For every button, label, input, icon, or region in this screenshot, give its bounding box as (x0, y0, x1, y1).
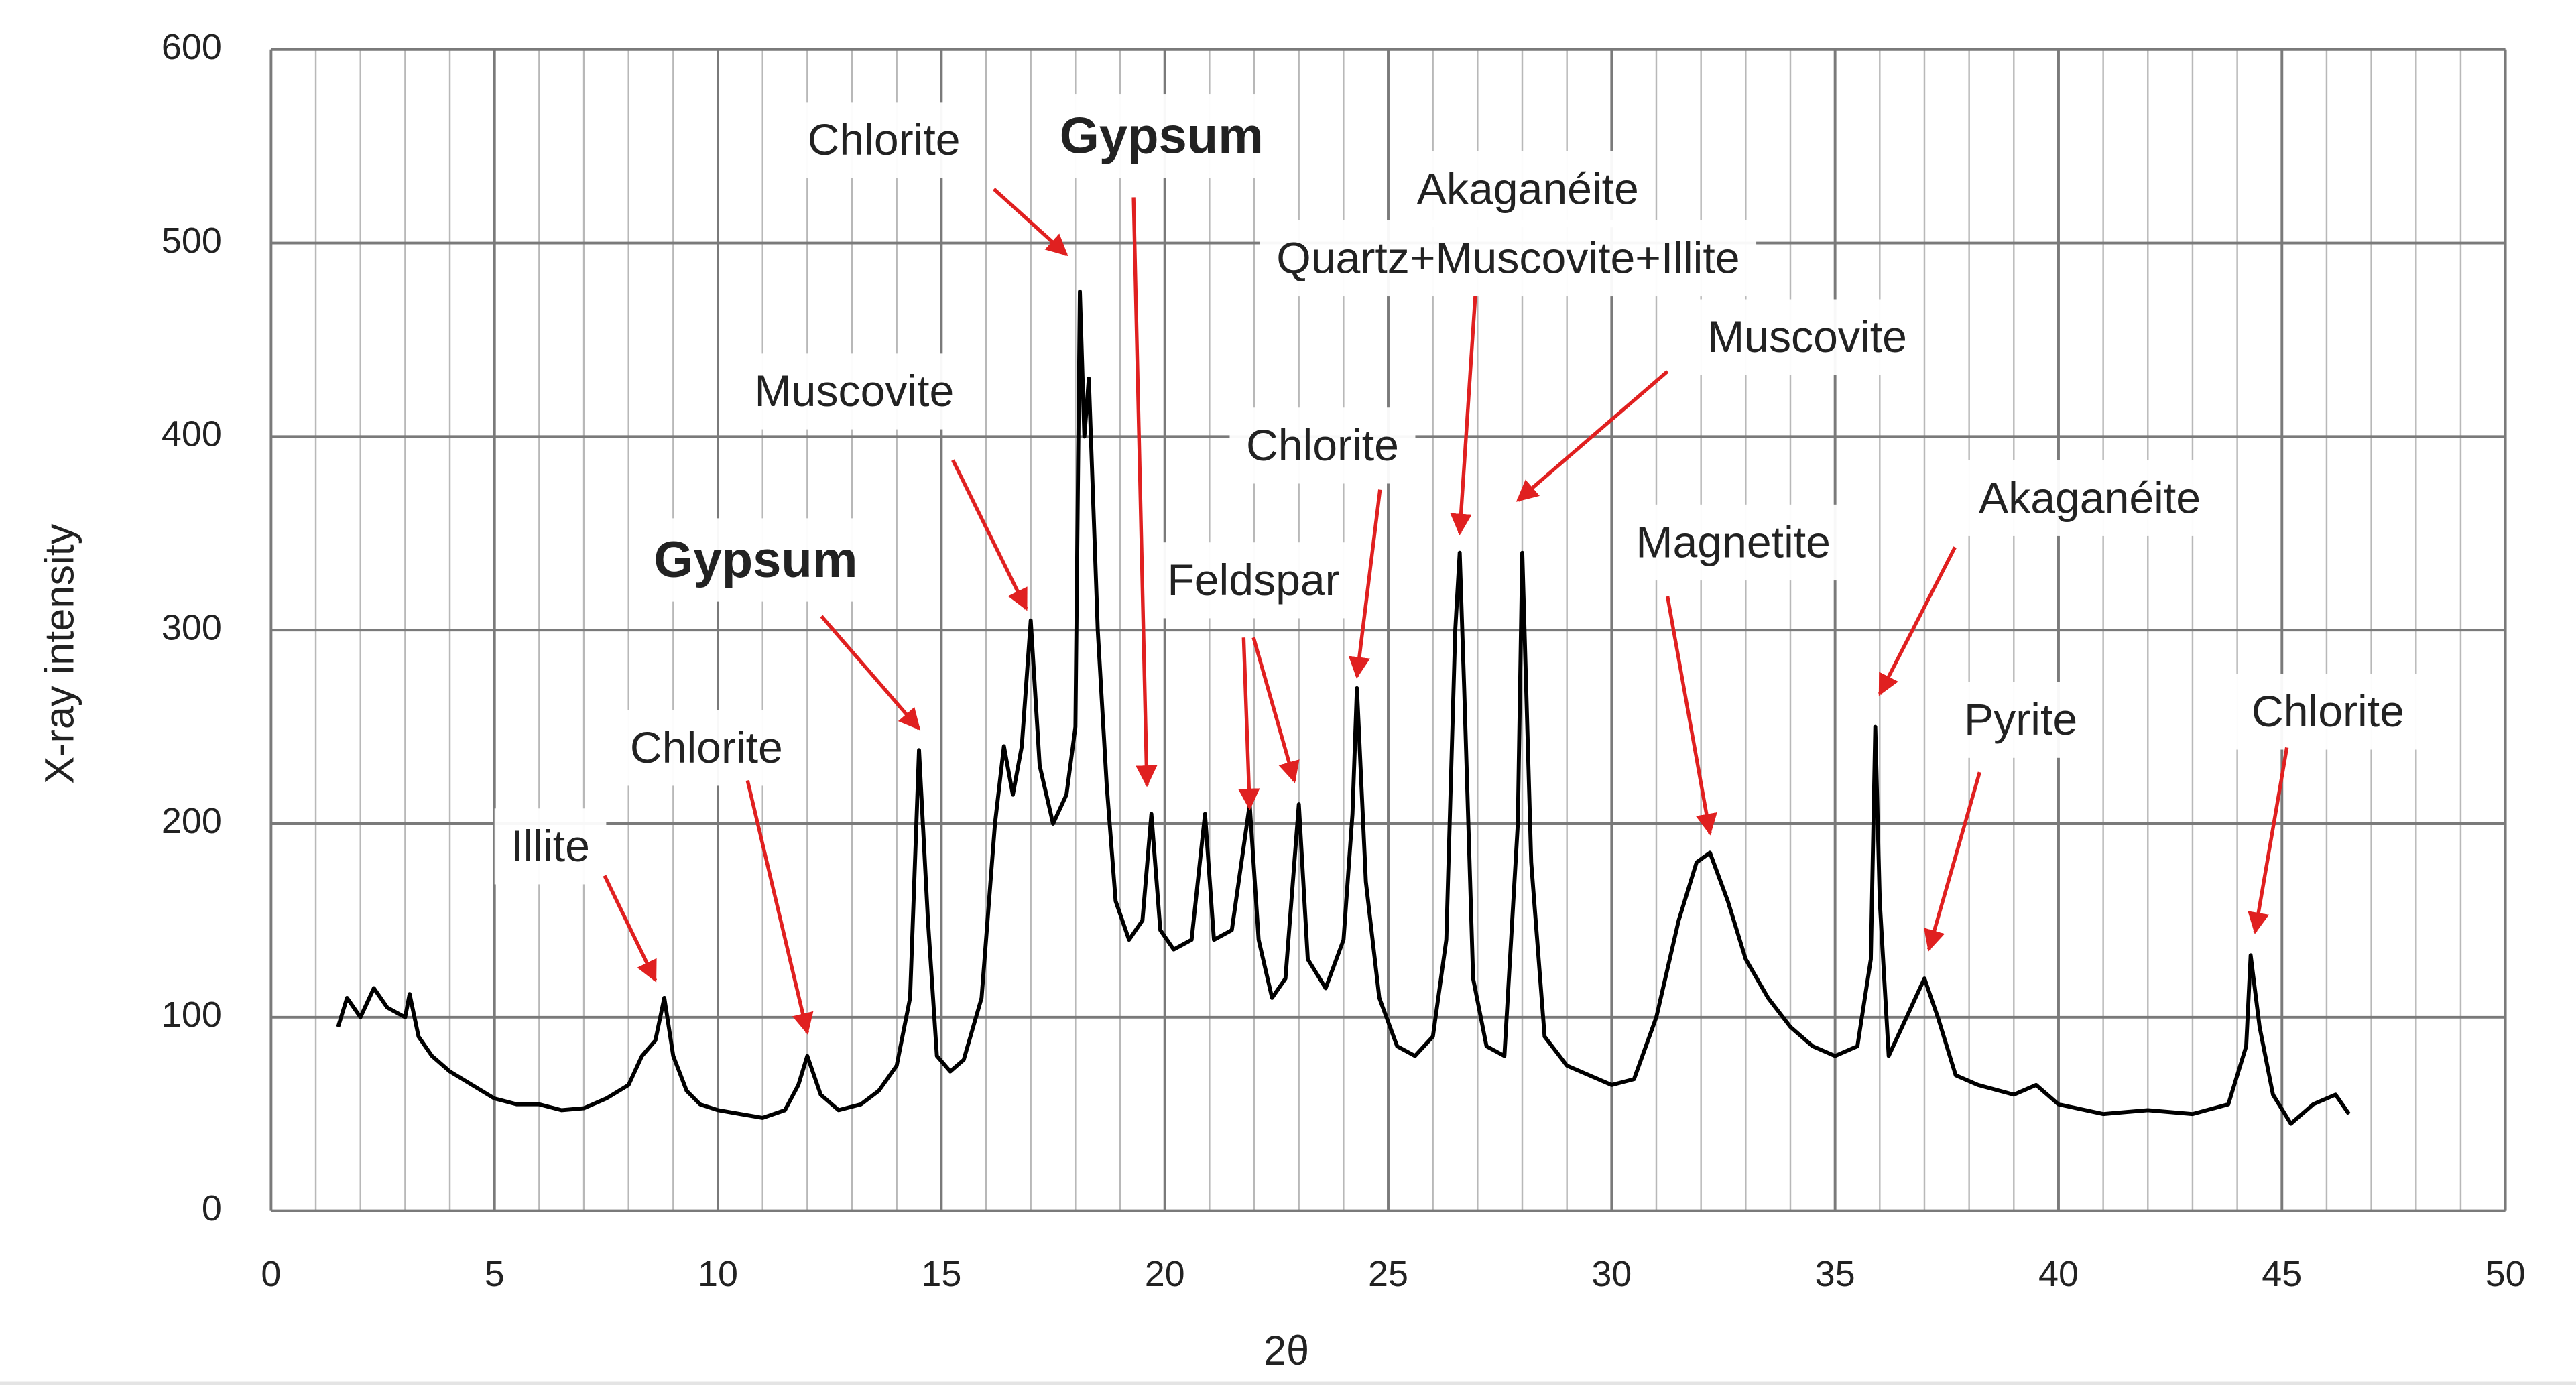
annotation-box (1043, 94, 1280, 178)
annotation-label: Chlorite (808, 115, 961, 165)
annotation-box (1691, 299, 1924, 375)
x-tick-label: 20 (1145, 1254, 1185, 1294)
y-tick-label: 400 (162, 414, 222, 454)
annotation-label: Akaganéite (1979, 473, 2201, 523)
annotation-label: Chlorite (630, 723, 783, 773)
x-tick-label: 15 (921, 1254, 961, 1294)
annotation-box (1150, 542, 1357, 619)
annotation-box (1947, 682, 2094, 758)
x-tick-label: 40 (2038, 1254, 2079, 1294)
annotation-label: Gypsum (654, 531, 857, 588)
annotation-box (1400, 151, 1656, 228)
annotation-arrow (1450, 296, 1477, 536)
x-tick-label: 5 (485, 1254, 505, 1294)
y-tick-label: 100 (162, 995, 222, 1035)
annotation-arrow (1878, 546, 1957, 696)
annotation-box (2235, 674, 2421, 750)
annotation-arrow (1251, 637, 1300, 783)
annotation-label: Quartz+Muscovite+Illite (1276, 233, 1739, 283)
annotation-arrow (992, 188, 1068, 257)
annotation-arrow (745, 779, 814, 1035)
annotation-arrow (820, 615, 921, 731)
annotation-label: Akaganéite (1417, 165, 1639, 214)
annotation-arrow (2248, 747, 2289, 934)
x-tick-label: 50 (2486, 1254, 2526, 1294)
x-tick-label: 45 (2262, 1254, 2302, 1294)
annotation-label: Muscovite (1707, 312, 1907, 362)
y-tick-label: 500 (162, 220, 222, 261)
annotation-arrow (1131, 197, 1158, 787)
annotation-arrow (1516, 370, 1669, 502)
annotations: Illite Chlorite Gypsum Muscovite Chlorite Gyp… (494, 94, 2421, 1035)
annotation-box (613, 710, 800, 786)
annotation-label: Chlorite (1246, 421, 1399, 470)
annotation-label: Magnetite (1636, 517, 1831, 567)
annotation-label: Muscovite (755, 367, 955, 416)
annotation-arrow (951, 459, 1028, 611)
annotation-box (791, 102, 977, 178)
annotation-box (738, 353, 971, 430)
annotation-arrow (603, 875, 658, 983)
x-tick-label: 25 (1368, 1254, 1408, 1294)
annotation-label: Chlorite (2252, 687, 2404, 737)
x-tick-label: 10 (698, 1254, 738, 1294)
x-axis-label: 2θ (1264, 1328, 1309, 1373)
annotation-box (494, 808, 607, 885)
annotation-box (1229, 407, 1416, 484)
annotation-arrow (1924, 771, 1981, 952)
xrd-line (336, 289, 2351, 1126)
annotation-arrow (1666, 596, 1717, 836)
y-tick-label: 0 (202, 1188, 222, 1228)
annotation-box (637, 518, 874, 602)
annotation-label: Feldspar (1167, 556, 1339, 605)
y-tick-label: 300 (162, 607, 222, 647)
y-axis-label: X-ray intensity (36, 523, 82, 784)
y-tick-label: 600 (162, 27, 222, 67)
annotation-box (1260, 220, 1757, 297)
annotation-label: Pyrite (1964, 695, 2077, 745)
annotation-label: Gypsum (1060, 108, 1264, 165)
annotation-label: Illite (511, 822, 590, 871)
x-tick-label: 35 (1815, 1254, 1855, 1294)
x-tick-label: 0 (261, 1254, 281, 1294)
annotation-arrow (1348, 489, 1382, 679)
y-tick-label: 200 (162, 801, 222, 841)
annotation-box (1619, 504, 1847, 581)
x-tick-label: 30 (1591, 1254, 1632, 1294)
annotation-arrow (1238, 637, 1260, 811)
annotation-box (1962, 460, 2217, 536)
